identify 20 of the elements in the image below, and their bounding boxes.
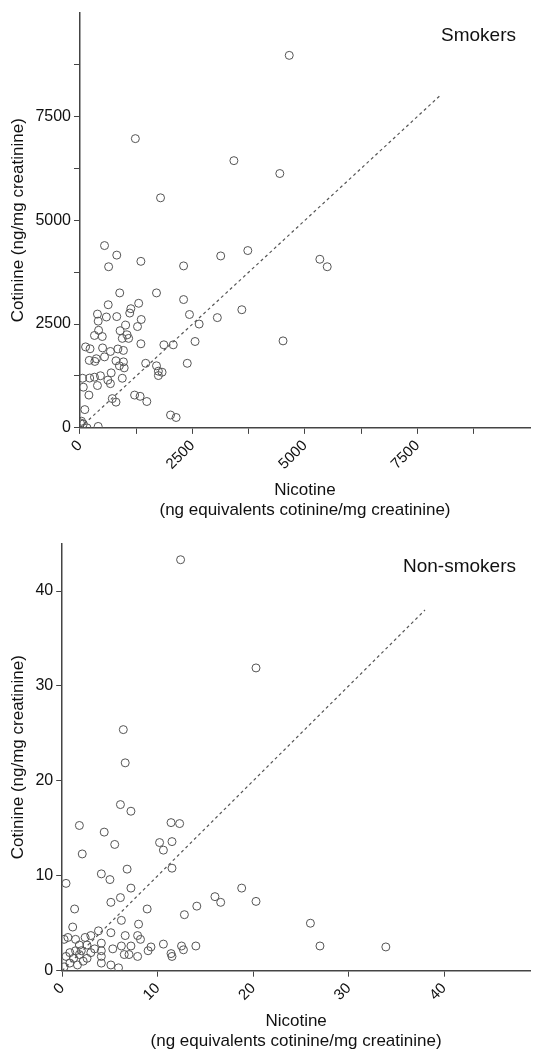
y-axis-title: Cotinine (ng/mg creatinine) <box>7 655 27 860</box>
y-tick-label: 40 <box>35 581 54 599</box>
y-axis-title: Cotinine (ng/mg creatinine) <box>7 118 27 323</box>
x-axis-title: Nicotine (ng equivalents cotinine/mg creatinine) <box>150 1011 442 1051</box>
x-tick-label: 40 <box>425 979 450 1003</box>
x-tick-label: 20 <box>234 979 259 1003</box>
x-tick-label: 10 <box>138 979 163 1003</box>
x-tick-label: 30 <box>329 979 354 1003</box>
y-tick-label: 7500 <box>35 106 72 124</box>
text: Smokers <box>441 24 516 46</box>
y-tick-label: 2500 <box>35 314 72 332</box>
y-tick-label: 30 <box>35 676 54 694</box>
y-tick-label: 10 <box>35 866 54 884</box>
y-tick-label: 5000 <box>35 210 72 228</box>
x-tick-label: 0 <box>67 436 86 455</box>
x-axis-title: Nicotine (ng equivalents cotinine/mg creatinine) <box>159 480 451 520</box>
y-tick-label: 20 <box>35 771 54 789</box>
text: Non-smokers <box>403 555 516 577</box>
y-tick-label: 0 <box>62 418 72 436</box>
y-tick-label: 0 <box>44 961 54 979</box>
